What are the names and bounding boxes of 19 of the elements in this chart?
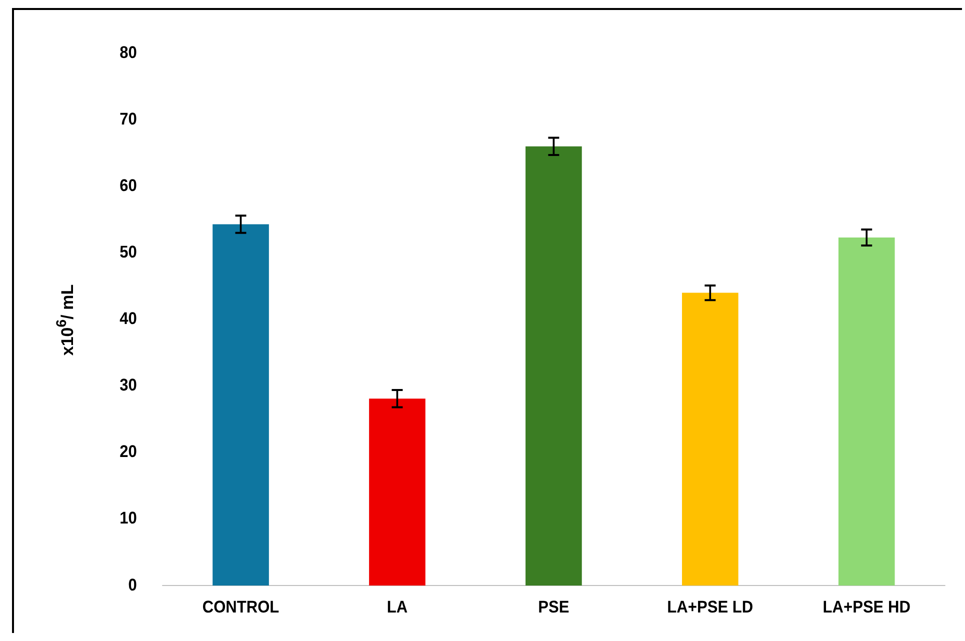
y-tick-label: 70	[120, 110, 137, 129]
x-tick-label: LA+PSE HD	[822, 598, 911, 617]
bar	[682, 292, 738, 586]
y-tick-label: 80	[120, 43, 137, 62]
bar	[212, 224, 269, 586]
x-tick-label: LA+PSE LD	[667, 598, 754, 617]
x-tick-label: LA	[386, 598, 408, 617]
bar	[369, 398, 426, 586]
y-tick-label: 10	[120, 509, 137, 528]
y-tick-label: 60	[120, 176, 137, 196]
y-tick-label: 20	[120, 442, 137, 462]
bar	[838, 238, 895, 586]
x-tick-label: PSE	[538, 598, 570, 617]
y-tick-label: 30	[120, 376, 137, 395]
y-tick-label: 0	[128, 576, 137, 594]
y-tick-label: 50	[120, 242, 137, 262]
x-tick-label: CONTROL	[202, 598, 280, 617]
y-tick-label: 40	[120, 309, 137, 328]
bar	[526, 146, 582, 586]
